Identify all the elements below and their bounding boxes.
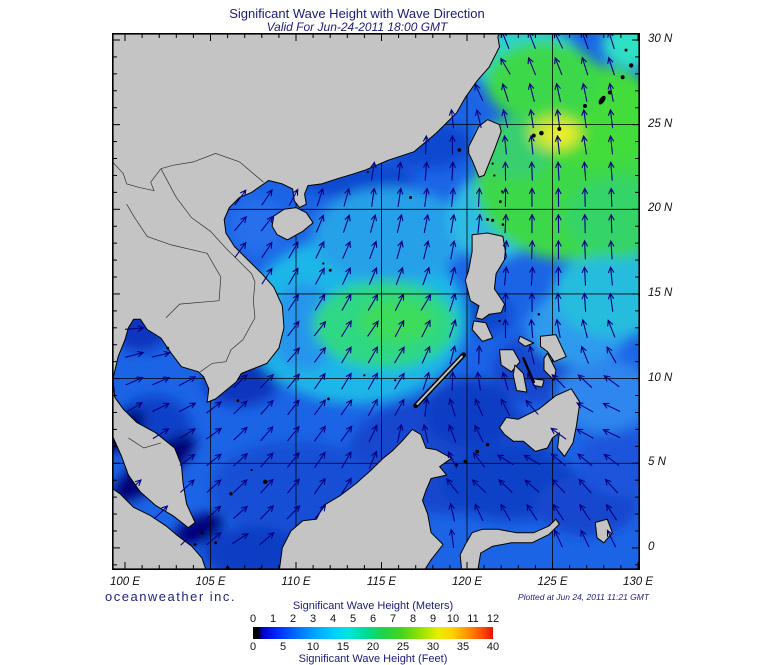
legend-meters-tick: 3 <box>309 613 317 625</box>
legend-meters-tick: 11 <box>467 613 479 625</box>
valid-time-subtitle: Valid For Jun-24-2011 18:00 GMT <box>266 20 448 34</box>
legend-meters-tick: 2 <box>289 613 297 625</box>
page-title: Significant Wave Height with Wave Direct… <box>229 6 485 21</box>
legend-feet-tick: 10 <box>306 641 320 653</box>
y-axis-label: 20 N <box>648 202 673 215</box>
y-axis-label: 15 N <box>648 286 673 299</box>
x-axis-label: 120 E <box>451 576 483 588</box>
okinawa-island <box>598 95 606 105</box>
legend-meters-tick: 0 <box>249 613 257 625</box>
legend-meters-tick: 8 <box>409 613 417 625</box>
country-borders <box>112 153 264 449</box>
legend-feet-tick: 40 <box>486 641 500 653</box>
legend-title-meters: Significant Wave Height (Meters) <box>292 600 454 612</box>
wave-direction-arrows <box>124 33 621 549</box>
legend-meters-tick: 5 <box>349 613 357 625</box>
frame-ticks <box>113 34 639 569</box>
x-axis-label: 115 E <box>366 576 397 588</box>
legend-feet-tick: 25 <box>396 641 410 653</box>
x-axis-label: 125 E <box>537 576 568 588</box>
colorbar <box>253 627 493 639</box>
colorbar-gradient <box>253 627 493 639</box>
wave-map <box>112 33 640 570</box>
legend-feet-tick: 35 <box>456 641 470 653</box>
x-axis-label: 110 E <box>281 576 311 588</box>
legend-meters-tick: 1 <box>269 613 277 625</box>
x-axis-label: 100 E <box>109 576 141 588</box>
legend-feet-tick: 30 <box>426 641 440 653</box>
legend-feet-tick: 5 <box>279 641 287 653</box>
plotted-timestamp: Plotted at Jun 24, 2011 11:21 GMT <box>518 592 650 602</box>
legend-feet-tick: 15 <box>336 641 350 653</box>
oceanweather-logo: oceanweather inc. <box>105 589 237 604</box>
y-axis-label: 30 N <box>648 33 673 45</box>
x-axis-label: 130 E <box>622 576 654 588</box>
x-axis-label: 105 E <box>195 576 226 588</box>
y-axis-label: 5 N <box>648 456 666 469</box>
cebu-island <box>522 357 535 384</box>
legend-meters-tick: 10 <box>446 613 460 625</box>
legend-meters-tick: 4 <box>329 613 337 625</box>
legend-feet-tick: 20 <box>366 641 380 653</box>
legend-meters-tick: 6 <box>369 613 377 625</box>
legend-meters-tick: 7 <box>389 613 397 625</box>
legend-feet-tick: 0 <box>249 641 257 653</box>
y-axis-label: 0 <box>648 540 655 553</box>
legend-meters-tick: 9 <box>429 613 437 625</box>
map-frame <box>112 33 640 570</box>
y-axis-label: 25 N <box>648 117 673 130</box>
legend-meters-tick: 12 <box>486 613 500 625</box>
y-axis-label: 10 N <box>648 371 673 384</box>
legend-title-feet: Significant Wave Height (Feet) <box>298 653 448 665</box>
